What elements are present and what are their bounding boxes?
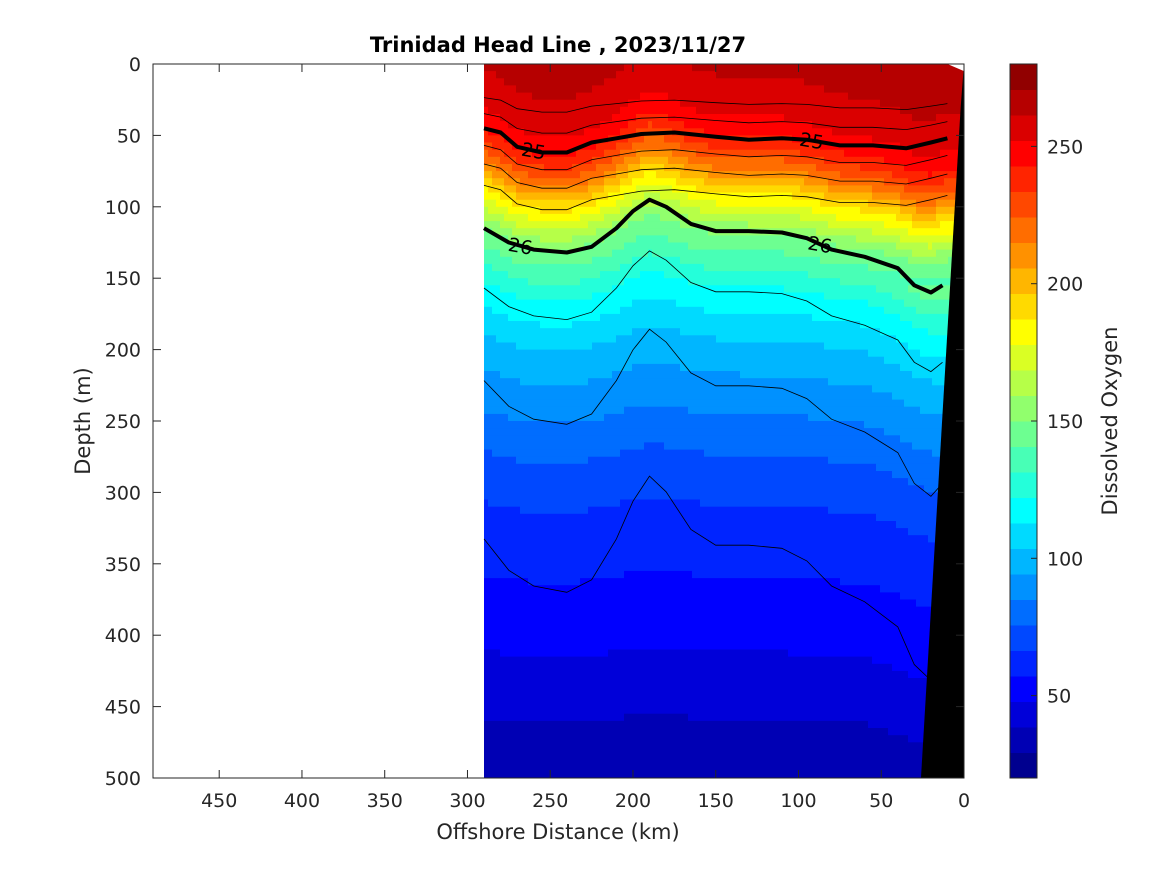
y-tick-label: 350 — [105, 554, 141, 576]
colorbar-segment — [1010, 497, 1037, 524]
colorbar-segment — [1010, 64, 1037, 90]
x-tick-label: 300 — [449, 790, 485, 812]
contour-label: 25 — [798, 129, 826, 155]
y-tick-label: 500 — [105, 768, 141, 790]
isopycnal-25 — [483, 126, 948, 155]
colorbar-segment — [1010, 191, 1037, 218]
colorbar-segment — [1010, 752, 1037, 779]
colorbar-segment — [1010, 523, 1037, 549]
colorbar-segment — [1010, 446, 1037, 473]
colorbar-segment — [1010, 293, 1037, 320]
colorbar-tick-label: 250 — [1047, 136, 1083, 158]
colorbar-segment — [1010, 574, 1037, 600]
chart-title: Trinidad Head Line , 2023/11/27 — [370, 33, 746, 57]
density-contour-line — [483, 163, 948, 189]
y-tick-label: 0 — [129, 54, 141, 76]
contour-label: 26 — [506, 234, 534, 260]
bathymetry — [920, 64, 964, 778]
density-contour-line — [483, 145, 948, 171]
colorbar-segment — [1010, 395, 1037, 422]
bathymetry-shape — [920, 64, 964, 778]
colorbar-segment — [1010, 344, 1037, 371]
x-tick-label: 250 — [532, 790, 568, 812]
colorbar — [1010, 64, 1037, 779]
density-contour-line — [483, 328, 943, 497]
density-contour-line — [483, 250, 943, 373]
contour-labels: 25 25 26 26 — [506, 129, 834, 260]
colorbar-segment — [1010, 650, 1037, 677]
colorbar-tick-label: 150 — [1047, 411, 1083, 433]
density-contour-line — [483, 185, 948, 211]
colorbar-label: Dissolved Oxygen — [1098, 327, 1122, 516]
density-contour-line — [483, 475, 943, 681]
y-tick-label: 50 — [117, 125, 141, 147]
density-contours — [483, 97, 948, 681]
colorbar-segment — [1010, 217, 1037, 243]
colorbar-segment — [1010, 370, 1037, 396]
x-tick-label: 0 — [958, 790, 970, 812]
y-tick-label: 200 — [105, 340, 141, 362]
colorbar-tick-label: 50 — [1047, 686, 1071, 708]
x-tick-label: 50 — [869, 790, 893, 812]
x-tick-label: 200 — [615, 790, 651, 812]
y-tick-label: 300 — [105, 482, 141, 504]
y-tick-label: 400 — [105, 625, 141, 647]
colorbar-segment — [1010, 140, 1037, 167]
x-axis-ticks: 450 400 350 300 250 200 150 100 50 0 — [201, 64, 970, 812]
y-axis-label: Depth (m) — [71, 367, 95, 474]
x-tick-label: 450 — [201, 790, 237, 812]
colorbar-segment — [1010, 676, 1037, 702]
x-tick-label: 100 — [780, 790, 816, 812]
y-tick-label: 250 — [105, 411, 141, 433]
colorbar-ticks: 50 100 150 200 250 — [1031, 136, 1083, 708]
colorbar-segment — [1010, 727, 1037, 753]
colorbar-segment — [1010, 421, 1037, 447]
y-tick-label: 150 — [105, 268, 141, 290]
x-axis-label: Offshore Distance (km) — [436, 820, 679, 844]
isopycnal-26 — [483, 197, 944, 295]
y-axis-ticks: 0 50 100 150 200 250 300 350 400 450 500 — [105, 54, 964, 790]
oxygen-contour-fill — [484, 64, 964, 778]
contour-label: 26 — [806, 232, 834, 258]
x-tick-label: 150 — [698, 790, 734, 812]
density-contour-line — [483, 113, 948, 134]
x-tick-label: 350 — [367, 790, 403, 812]
density-contour-line — [483, 97, 948, 113]
colorbar-segment — [1010, 268, 1037, 294]
colorbar-segment — [1010, 319, 1037, 345]
contour-label: 25 — [520, 139, 548, 165]
colorbar-segment — [1010, 701, 1037, 728]
colorbar-segment — [1010, 242, 1037, 269]
colorbar-segment — [1010, 625, 1037, 651]
colorbar-segment — [1010, 599, 1037, 626]
colorbar-segment — [1010, 548, 1037, 575]
colorbar-segment — [1010, 115, 1037, 141]
colorbar-segment — [1010, 472, 1037, 498]
y-tick-label: 100 — [105, 197, 141, 219]
colorbar-segment — [1010, 89, 1037, 116]
y-tick-label: 450 — [105, 697, 141, 719]
colorbar-tick-label: 100 — [1047, 548, 1083, 570]
colorbar-segment — [1010, 166, 1037, 192]
colorbar-tick-label: 200 — [1047, 274, 1083, 296]
x-tick-label: 400 — [284, 790, 320, 812]
